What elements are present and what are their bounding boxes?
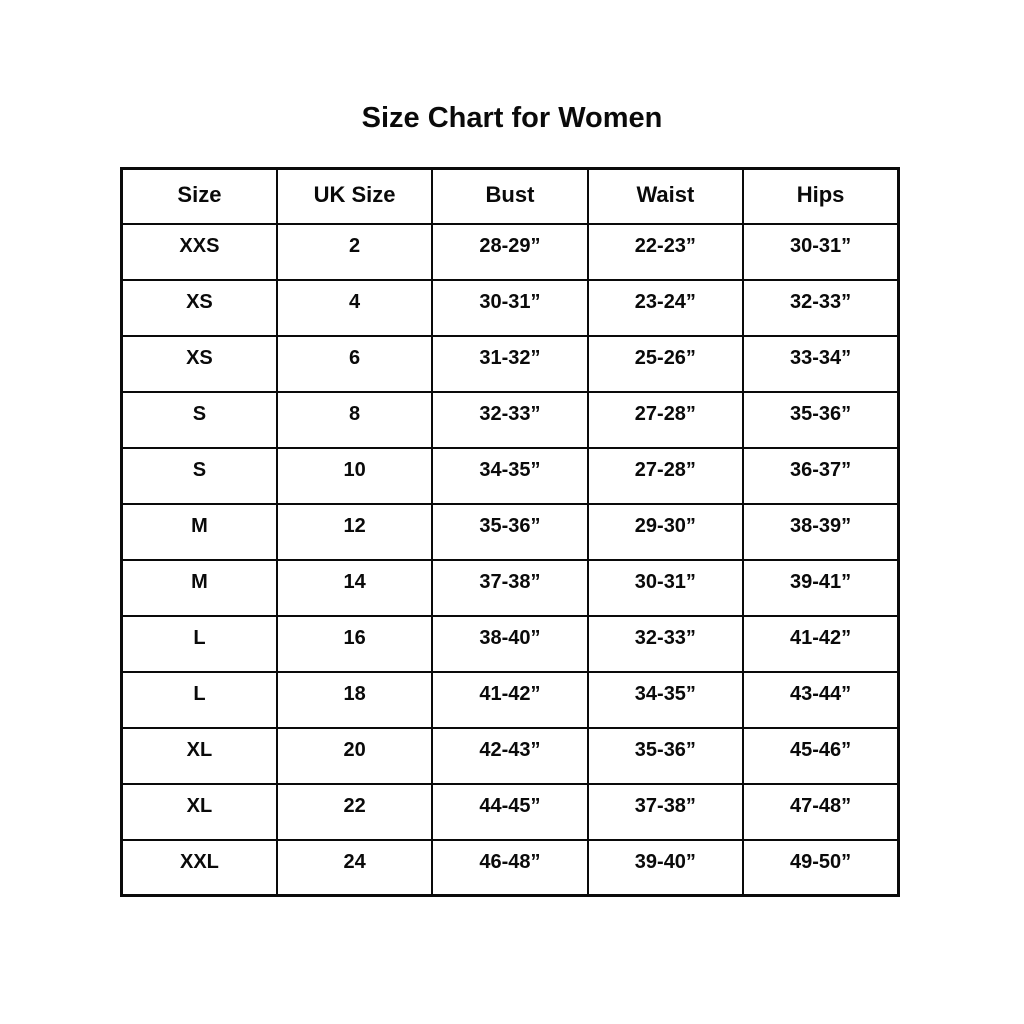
table-cell: 18 bbox=[275, 670, 434, 729]
table-row: XS 6 31-32” 25-26” 33-34” bbox=[120, 334, 900, 393]
table-cell: S bbox=[120, 390, 278, 449]
column-header-bust: Bust bbox=[431, 167, 589, 225]
table-cell: 2 bbox=[275, 222, 434, 281]
table-row: L 18 41-42” 34-35” 43-44” bbox=[120, 670, 900, 729]
table-cell: XS bbox=[120, 334, 278, 393]
table-cell: 14 bbox=[275, 558, 434, 617]
table-cell: 31-32” bbox=[431, 334, 589, 393]
table-cell: 27-28” bbox=[586, 390, 745, 449]
table-header: Size UK Size Bust Waist Hips bbox=[120, 167, 900, 225]
table-cell: 25-26” bbox=[586, 334, 745, 393]
page-title: Size Chart for Women bbox=[361, 102, 663, 134]
table-row: S 10 34-35” 27-28” 36-37” bbox=[120, 446, 900, 505]
table-cell: L bbox=[120, 670, 278, 729]
table-cell: XL bbox=[120, 726, 278, 785]
table-cell: 34-35” bbox=[586, 670, 745, 729]
table-row: XXS 2 28-29” 22-23” 30-31” bbox=[120, 222, 900, 281]
table-cell: 22 bbox=[275, 782, 434, 841]
table-cell: 35-36” bbox=[431, 502, 589, 561]
column-header-hips: Hips bbox=[742, 167, 900, 225]
table-cell: 41-42” bbox=[742, 614, 900, 673]
table-cell: XL bbox=[120, 782, 278, 841]
table-cell: 20 bbox=[275, 726, 434, 785]
table-cell: 44-45” bbox=[431, 782, 589, 841]
table-cell: 37-38” bbox=[431, 558, 589, 617]
table-cell: 32-33” bbox=[431, 390, 589, 449]
table-cell: 47-48” bbox=[742, 782, 900, 841]
table-cell: 10 bbox=[275, 446, 434, 505]
table-cell: 45-46” bbox=[742, 726, 900, 785]
table-cell: 30-31” bbox=[431, 278, 589, 337]
table-cell: 35-36” bbox=[586, 726, 745, 785]
table-cell: 49-50” bbox=[742, 838, 900, 897]
table-cell: XXL bbox=[120, 838, 278, 897]
table-row: XXL 24 46-48” 39-40” 49-50” bbox=[120, 838, 900, 897]
table-cell: 38-39” bbox=[742, 502, 900, 561]
table-cell: 39-40” bbox=[586, 838, 745, 897]
table-cell: 32-33” bbox=[742, 278, 900, 337]
table-row: XL 22 44-45” 37-38” 47-48” bbox=[120, 782, 900, 841]
table-cell: 38-40” bbox=[431, 614, 589, 673]
table-cell: 37-38” bbox=[586, 782, 745, 841]
table-cell: 30-31” bbox=[586, 558, 745, 617]
table-cell: L bbox=[120, 614, 278, 673]
table-cell: 39-41” bbox=[742, 558, 900, 617]
table-header-row: Size UK Size Bust Waist Hips bbox=[120, 167, 900, 225]
table-cell: 46-48” bbox=[431, 838, 589, 897]
table-cell: 27-28” bbox=[586, 446, 745, 505]
table-cell: 16 bbox=[275, 614, 434, 673]
column-header-uk-size: UK Size bbox=[275, 167, 434, 225]
table-cell: 4 bbox=[275, 278, 434, 337]
table-row: XL 20 42-43” 35-36” 45-46” bbox=[120, 726, 900, 785]
table-row: S 8 32-33” 27-28” 35-36” bbox=[120, 390, 900, 449]
table-cell: 23-24” bbox=[586, 278, 745, 337]
table-cell: S bbox=[120, 446, 278, 505]
table-row: XS 4 30-31” 23-24” 32-33” bbox=[120, 278, 900, 337]
table-cell: 43-44” bbox=[742, 670, 900, 729]
table-row: M 12 35-36” 29-30” 38-39” bbox=[120, 502, 900, 561]
table-cell: 8 bbox=[275, 390, 434, 449]
table-row: L 16 38-40” 32-33” 41-42” bbox=[120, 614, 900, 673]
table-cell: 24 bbox=[275, 838, 434, 897]
column-header-size: Size bbox=[120, 167, 278, 225]
table-row: M 14 37-38” 30-31” 39-41” bbox=[120, 558, 900, 617]
table-cell: 42-43” bbox=[431, 726, 589, 785]
table-cell: M bbox=[120, 502, 278, 561]
table-cell: 34-35” bbox=[431, 446, 589, 505]
table-cell: 41-42” bbox=[431, 670, 589, 729]
table-cell: 33-34” bbox=[742, 334, 900, 393]
table-cell: M bbox=[120, 558, 278, 617]
table-cell: 29-30” bbox=[586, 502, 745, 561]
table-body: XXS 2 28-29” 22-23” 30-31” XS 4 30-31” 23-24” 32-… bbox=[120, 222, 900, 897]
table-cell: 32-33” bbox=[586, 614, 745, 673]
table-cell: 30-31” bbox=[742, 222, 900, 281]
table-cell: 22-23” bbox=[586, 222, 745, 281]
table-cell: XXS bbox=[120, 222, 278, 281]
column-header-waist: Waist bbox=[586, 167, 745, 225]
table-cell: 35-36” bbox=[742, 390, 900, 449]
table-cell: 36-37” bbox=[742, 446, 900, 505]
table-cell: 12 bbox=[275, 502, 434, 561]
table-cell: 28-29” bbox=[431, 222, 589, 281]
table-cell: 6 bbox=[275, 334, 434, 393]
size-chart-table: Size UK Size Bust Waist Hips XXS 2 28-29” 22-23… bbox=[120, 167, 900, 897]
table-cell: XS bbox=[120, 278, 278, 337]
